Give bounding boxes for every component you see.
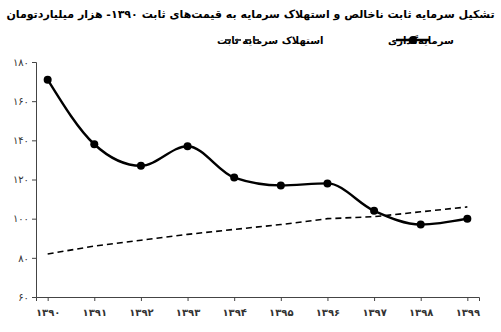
legend-label: سرمایه‌گذاری: [388, 34, 454, 47]
y-tick: ۱۲۰: [13, 174, 36, 185]
x-tick-label: ۱۳۹۸: [409, 307, 433, 318]
x-tick: ۱۳۹۶: [316, 297, 340, 318]
y-tick-label: ۸۰: [18, 253, 29, 264]
x-tick-mark: [94, 297, 95, 301]
x-tick-label: ۱۳۹۳: [176, 307, 200, 318]
x-tick-mark: [48, 297, 49, 301]
y-tick-label: ۱۶۰: [13, 96, 29, 107]
x-tick: ۱۳۹۱: [83, 297, 107, 318]
x-tick-mark: [281, 297, 282, 301]
series-point: [463, 215, 471, 223]
y-tick: ۶۰: [18, 292, 36, 303]
x-tick-label: ۱۳۹۹: [456, 307, 480, 318]
chart: تشکیل سرمایه ثابت ناخالص و استهلاک سرمای…: [0, 0, 501, 332]
x-tick-mark: [374, 297, 375, 301]
x-tick: ۱۳۹۸: [409, 297, 433, 318]
x-axis-line: [37, 298, 480, 302]
series-line: [48, 80, 468, 225]
legend-item: استهلاک سرمایه ثابت: [217, 35, 323, 47]
x-tick-label: ۱۳۹۱: [83, 307, 107, 318]
x-tick: ۱۳۹۰: [36, 297, 60, 318]
y-tick-label: ۶۰: [18, 292, 29, 303]
title: تشکیل سرمایه ثابت ناخالص و استهلاک سرمای…: [6, 8, 494, 21]
x-tick-label: ۱۳۹۴: [222, 307, 246, 318]
series-line: [48, 207, 468, 254]
y-axis: ۶۰ ۸۰ ۱۰۰ ۱۲۰ ۱۴۰ ۱۶۰ ۱۸۰: [13, 57, 37, 303]
x-tick-mark: [421, 297, 422, 301]
y-tick-mark: [32, 258, 36, 259]
series-point: [90, 140, 98, 148]
legend-item: سرمایه‌گذاری: [388, 34, 454, 47]
x-tick: ۱۳۹۲: [129, 297, 153, 318]
series-point: [44, 76, 52, 84]
x-tick-mark: [327, 297, 328, 301]
y-tick-mark: [32, 219, 36, 220]
marks: [44, 76, 472, 254]
y-tick: ۱۴۰: [13, 135, 36, 146]
series-point: [184, 142, 192, 150]
series-point: [230, 174, 238, 182]
x-axis: ۱۳۹۰ ۱۳۹۱ ۱۳۹۲ ۱۳۹۳ ۱۳۹۴ ۱۳۹۵ ۱۳۹۶ ۱۳۹۷ ۱۳۹۸ ۱۳۹۹: [36, 297, 480, 318]
series-point: [277, 181, 285, 189]
y-tick-label: ۱۸۰: [13, 57, 29, 68]
y-tick-mark: [32, 62, 36, 63]
x-tick-label: ۱۳۹۰: [36, 307, 60, 318]
x-tick: ۱۳۹۳: [176, 297, 200, 318]
series-point: [370, 207, 378, 215]
x-tick-label: ۱۳۹۲: [129, 307, 153, 318]
y-tick-mark: [32, 297, 36, 298]
y-tick: ۸۰: [18, 253, 36, 264]
x-tick-label: ۱۳۹۶: [316, 307, 340, 318]
plot: ۶۰۸۰۱۰۰۱۲۰۱۴۰۱۶۰۱۸۰۱۳۹۰۱۳۹۱۱۳۹۲۱۳۹۳۱۳۹۴۱…: [13, 57, 480, 318]
x-tick: ۱۳۹۴: [222, 297, 246, 318]
x-tick-mark: [467, 297, 468, 301]
x-tick-mark: [141, 297, 142, 301]
y-tick-mark: [32, 140, 36, 141]
y-tick-mark: [32, 180, 36, 181]
series-point: [137, 162, 145, 170]
y-tick-mark: [32, 101, 36, 102]
legend-swatch: [225, 39, 259, 41]
x-tick: ۱۳۹۹: [456, 297, 480, 318]
x-tick-label: ۱۳۹۷: [362, 307, 386, 318]
y-tick: ۱۰۰: [13, 213, 36, 224]
legend: سرمایه‌گذاری استهلاک سرمایه ثابت: [217, 34, 454, 47]
y-tick: ۱۶۰: [13, 96, 36, 107]
x-tick: ۱۳۹۵: [269, 297, 293, 318]
legend-marker: [409, 36, 417, 44]
y-tick-label: ۱۴۰: [13, 135, 29, 146]
x-tick-mark: [188, 297, 189, 301]
series-point: [323, 179, 331, 187]
x-tick-mark: [234, 297, 235, 301]
y-tick-label: ۱۲۰: [13, 174, 29, 185]
series-point: [417, 221, 425, 229]
legend-label: استهلاک سرمایه ثابت: [217, 35, 323, 47]
x-tick: ۱۳۹۷: [362, 297, 386, 318]
x-tick-label: ۱۳۹۵: [269, 307, 293, 318]
y-tick-label: ۱۰۰: [13, 213, 29, 224]
y-tick: ۱۸۰: [13, 57, 36, 68]
y-axis-line: [32, 63, 37, 298]
